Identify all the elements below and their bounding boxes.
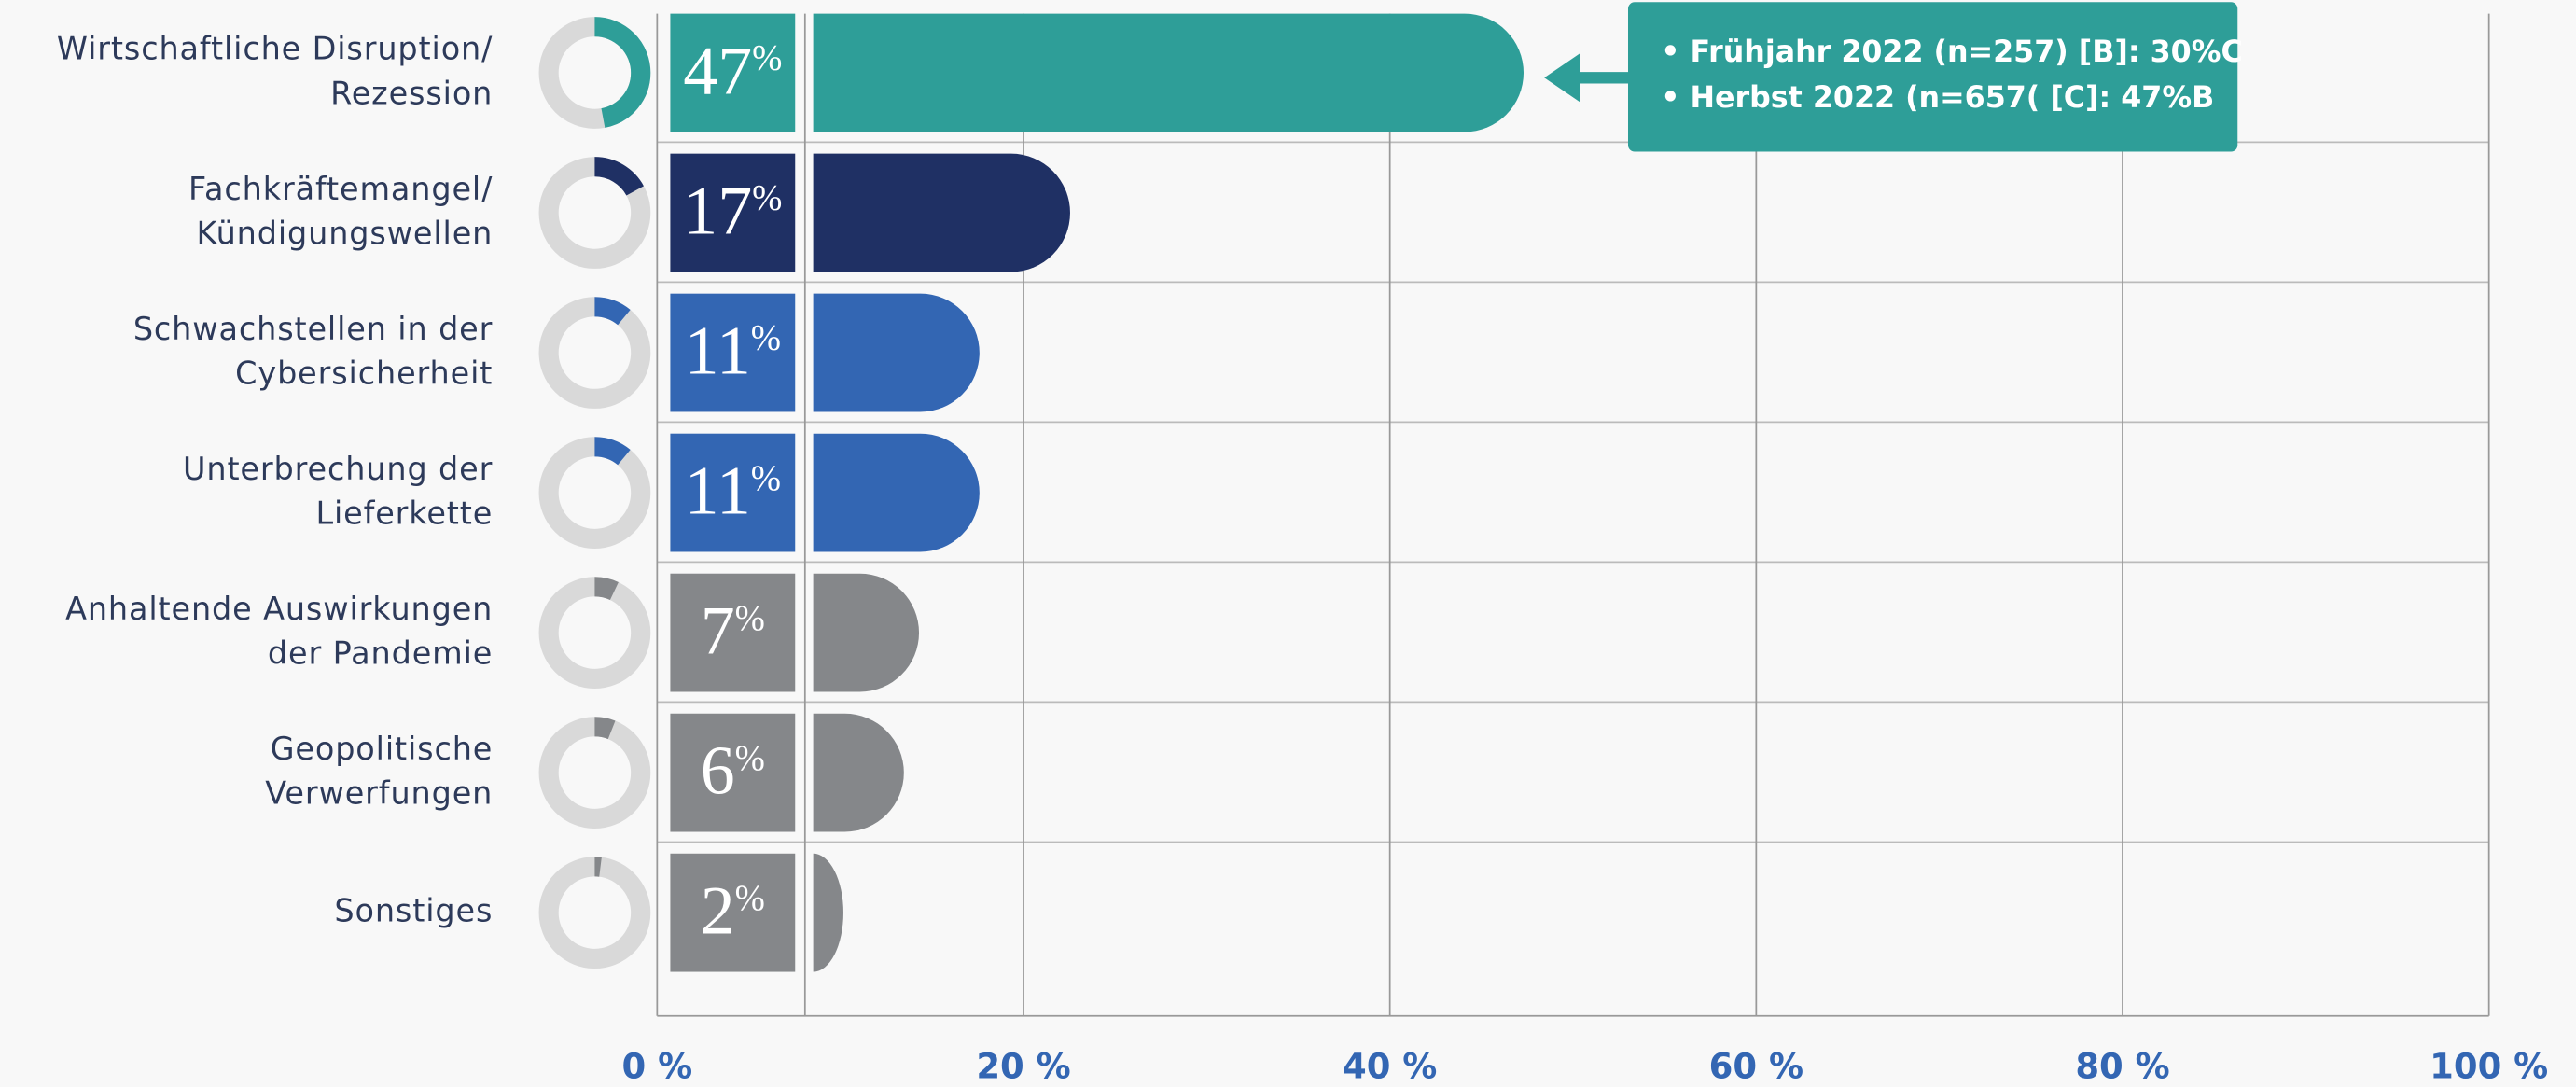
bar: [813, 13, 1525, 132]
category-label: Rezession: [330, 75, 493, 111]
value-number: 2: [701, 871, 735, 948]
x-tick-label: 100 %: [2430, 1047, 2548, 1087]
category-label: Lieferkette: [315, 495, 493, 531]
value-box: [670, 853, 796, 972]
bar: [813, 853, 843, 972]
bar: [813, 293, 980, 412]
x-tick-label: 60 %: [1709, 1047, 1803, 1087]
donut-arc: [538, 17, 651, 129]
donut-arc: [538, 857, 651, 969]
donut-arc: [538, 297, 651, 409]
value-box: [670, 153, 796, 272]
category-label: Kündigungswellen: [196, 215, 493, 251]
value-number: 11: [685, 452, 751, 528]
bar: [813, 153, 1070, 272]
value-number: 7: [701, 592, 735, 668]
category-label: Fachkräftemangel/: [188, 171, 493, 207]
value-label: 17%: [683, 172, 782, 248]
value-number: 17: [683, 172, 752, 248]
annotation-box: [1627, 2, 2238, 152]
value-label: 47%: [683, 32, 782, 108]
value-unit: %: [735, 878, 765, 918]
bar: [813, 573, 920, 692]
value-box: [670, 573, 796, 692]
value-label: 2%: [701, 871, 765, 948]
annotation-text: • Herbst 2022 (n=657( [C]: 47%B: [1661, 81, 2214, 115]
x-tick-label: 0 %: [622, 1047, 693, 1087]
value-box: [670, 713, 796, 832]
x-tick-label: 40 %: [1343, 1047, 1437, 1087]
category-label: Unterbrechung der: [183, 451, 493, 487]
category-label: Wirtschaftliche Disruption/: [57, 31, 493, 67]
value-unit: %: [735, 738, 765, 778]
value-unit: %: [752, 178, 782, 218]
annotation-arrow-head: [1544, 52, 1580, 103]
donut-arc: [538, 437, 651, 549]
category-label: Geopolitische: [271, 731, 494, 767]
category-label: Sonstiges: [334, 893, 493, 929]
value-box: [670, 433, 796, 552]
category-label: Schwachstellen in der: [133, 311, 493, 347]
category-label: der Pandemie: [268, 634, 493, 671]
donut-arc: [538, 157, 651, 269]
category-label: Cybersicherheit: [235, 355, 493, 391]
value-label: 6%: [701, 732, 765, 808]
bar: [813, 433, 980, 552]
value-unit: %: [752, 38, 782, 78]
value-number: 6: [701, 732, 735, 808]
value-box: [670, 13, 796, 132]
category-label: Verwerfungen: [265, 774, 493, 811]
value-unit: %: [751, 318, 781, 358]
value-number: 47: [683, 32, 752, 108]
category-label: Anhaltende Auswirkungen: [65, 591, 493, 627]
value-unit: %: [751, 458, 781, 498]
value-label: 11%: [685, 312, 781, 388]
annotation-text: • Frühjahr 2022 (n=257) [B]: 30%C: [1661, 35, 2243, 69]
x-tick-label: 80 %: [2075, 1047, 2169, 1087]
value-label: 7%: [701, 592, 765, 668]
x-tick-label: 20 %: [976, 1047, 1070, 1087]
value-number: 11: [685, 312, 751, 388]
value-box: [670, 293, 796, 412]
donut-arc: [538, 717, 651, 829]
value-label: 11%: [685, 452, 781, 528]
value-unit: %: [735, 598, 765, 638]
bar: [813, 713, 904, 832]
donut-arc: [538, 577, 651, 689]
